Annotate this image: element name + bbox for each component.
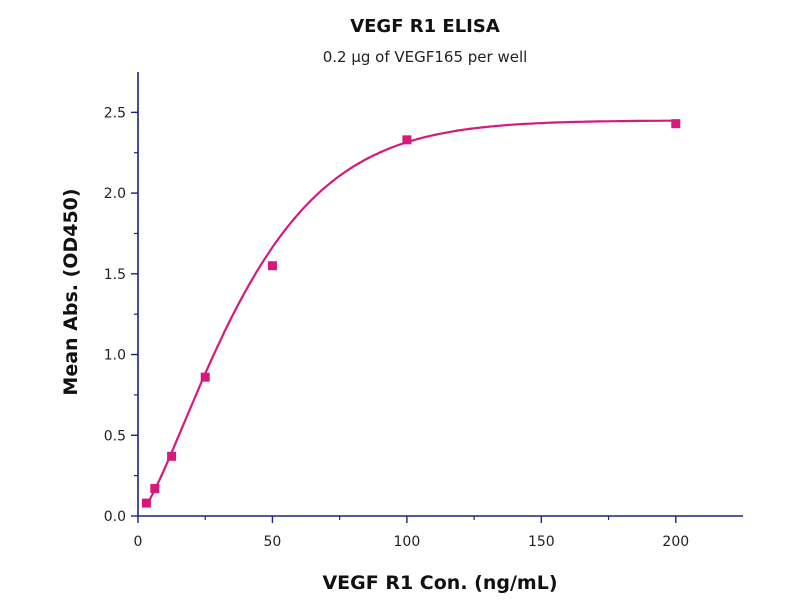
y-tick-label: 1.0 — [104, 348, 126, 364]
x-axis-title: VEGF R1 Con. (ng/mL) — [322, 572, 557, 594]
x-tick-label: 200 — [662, 534, 689, 550]
plot-area: 0 50 100 150 200 0.0 0.5 1.0 1.5 2.0 2.5 — [104, 72, 743, 550]
chart-title: VEGF R1 ELISA — [350, 16, 500, 37]
x-tick-label: 0 — [134, 534, 143, 550]
y-axis-title: Mean Abs. (OD450) — [60, 188, 82, 395]
x-tick-label: 50 — [264, 534, 282, 550]
x-tick-label: 100 — [394, 534, 421, 550]
data-point — [167, 451, 177, 461]
chart-subtitle: 0.2 µg of VEGF165 per well — [323, 48, 528, 66]
data-point — [402, 135, 412, 145]
x-tick-label: 150 — [528, 534, 555, 550]
data-point — [150, 484, 160, 494]
data-point — [200, 372, 210, 382]
y-tick-label: 2.0 — [104, 186, 126, 202]
y-tick-label: 0.5 — [104, 428, 126, 444]
data-point — [141, 498, 151, 508]
y-tick-label: 1.5 — [104, 267, 126, 283]
y-tick-label: 0.0 — [104, 509, 126, 525]
fit-curve — [145, 119, 676, 507]
y-tick-label: 2.5 — [104, 105, 126, 121]
data-point — [267, 261, 277, 271]
data-point — [671, 119, 681, 129]
